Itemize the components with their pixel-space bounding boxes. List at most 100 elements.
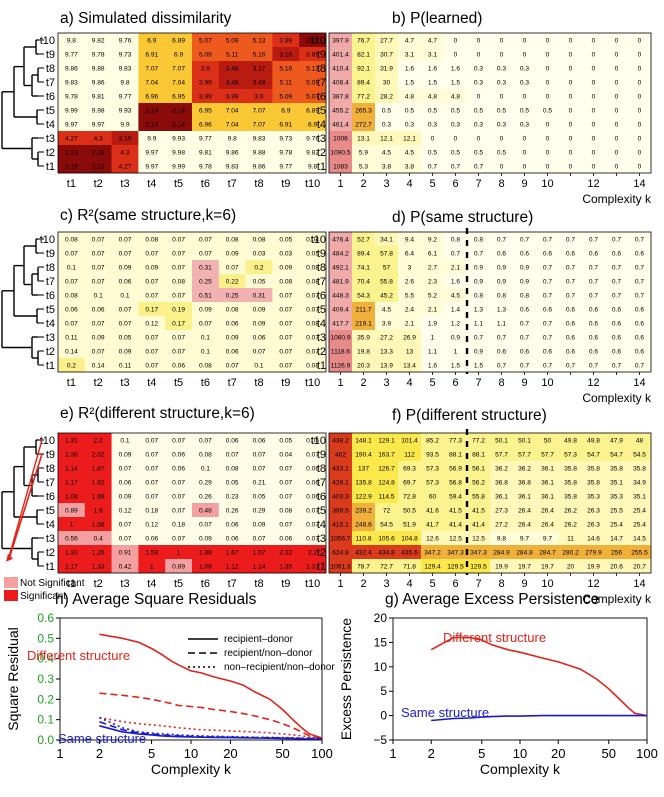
heat-cell bbox=[421, 433, 445, 448]
heat-cell-value: 0.5 bbox=[428, 107, 437, 114]
heat-cell-value: 0.06 bbox=[172, 451, 185, 458]
heat-cell-value: 0 bbox=[523, 93, 527, 100]
heat-cell bbox=[272, 302, 300, 317]
heat-cell bbox=[628, 145, 652, 160]
heat-cell bbox=[245, 33, 273, 48]
heat-cell-value: 0.07 bbox=[145, 292, 158, 299]
heat-cell-value: 0.07 bbox=[199, 250, 212, 257]
heat-cell bbox=[111, 288, 139, 303]
heat-cell bbox=[559, 47, 583, 62]
heat-cell bbox=[84, 517, 112, 532]
heat-cell bbox=[218, 89, 246, 104]
heat-cell-value: 0.08 bbox=[279, 507, 292, 514]
heat-cell-value: 2.14 bbox=[145, 121, 158, 128]
heat-cell-value: 9.8 bbox=[497, 535, 506, 542]
heat-cell-value: 4.3 bbox=[94, 135, 103, 142]
heat-cell bbox=[138, 103, 166, 118]
heat-cell-value: 0.07 bbox=[306, 334, 319, 341]
heat-cell bbox=[329, 559, 353, 574]
heat-cell-value: 0.09 bbox=[119, 348, 132, 355]
heat-cell-value: 0.9 bbox=[520, 264, 529, 271]
heat-cell bbox=[165, 232, 193, 247]
y-tick-label: 0 bbox=[380, 709, 387, 723]
x-axis-label: Complexity k bbox=[582, 391, 652, 405]
heat-cell-value: 0.05 bbox=[226, 479, 239, 486]
heat-cell bbox=[421, 302, 445, 317]
heat-cell-value: 9.78 bbox=[65, 93, 78, 100]
heat-cell-value: 255.5 bbox=[631, 549, 648, 556]
heat-cell-value: 239.2 bbox=[355, 507, 372, 514]
heat-cell-value: 0.17 bbox=[145, 306, 158, 313]
heat-cell bbox=[490, 344, 514, 359]
heat-cell-value: 7.07 bbox=[253, 121, 266, 128]
heat-cell-value: 0 bbox=[569, 149, 573, 156]
heat-cell-value: 1 bbox=[177, 549, 181, 556]
heat-cell bbox=[58, 475, 86, 490]
heat-cell bbox=[299, 316, 327, 331]
heat-cell-value: 0 bbox=[546, 93, 550, 100]
heat-cell-value: 0.07 bbox=[253, 465, 266, 472]
heat-cell bbox=[165, 559, 193, 574]
heat-cell-value: 0.07 bbox=[172, 437, 185, 444]
heat-cell bbox=[192, 531, 220, 546]
col-label-t6: t6 bbox=[201, 178, 210, 190]
heat-cell-value: 36.1 bbox=[541, 479, 554, 486]
heat-cell bbox=[375, 103, 399, 118]
heat-cell bbox=[444, 531, 468, 546]
col-label-t4: t4 bbox=[147, 578, 156, 590]
heat-cell-value: 69.7 bbox=[403, 479, 416, 486]
heat-cell-value: 4.5 bbox=[382, 149, 391, 156]
heat-cell-value: 0.09 bbox=[92, 334, 105, 341]
heat-cell-value: 0 bbox=[546, 37, 550, 44]
heat-cell-value: 4.7 bbox=[405, 37, 414, 44]
heat-cell bbox=[272, 517, 300, 532]
heat-cell-value: 11 bbox=[567, 535, 574, 542]
heat-cell-value: 0.3 bbox=[474, 79, 483, 86]
heat-cell-value: 1.4 bbox=[451, 306, 460, 313]
heat-cell bbox=[192, 274, 220, 289]
heat-cell bbox=[329, 260, 353, 275]
heat-cell bbox=[245, 517, 273, 532]
heat-cell bbox=[84, 61, 112, 76]
heat-cell-value: 9.99 bbox=[65, 107, 78, 114]
heat-cell-value: 5.09 bbox=[226, 37, 239, 44]
heat-cell-value: 9.83 bbox=[65, 79, 78, 86]
heat-cell bbox=[536, 489, 560, 504]
heat-cell-value: 1.08 bbox=[65, 493, 78, 500]
row-label-t10: t10 bbox=[40, 435, 55, 447]
heat-cell bbox=[138, 61, 166, 76]
heat-cell-value: 0.1 bbox=[120, 437, 129, 444]
heat-cell bbox=[111, 330, 139, 345]
heat-cell bbox=[536, 330, 560, 345]
legend-not-significant-label: Not Significant bbox=[20, 578, 85, 589]
heat-cell bbox=[218, 447, 246, 462]
heat-cell-value: 6.4 bbox=[405, 250, 414, 257]
heat-cell-value: 137 bbox=[358, 465, 369, 472]
heat-cell-value: 1.3 bbox=[497, 306, 506, 313]
heat-cell-value: 0 bbox=[638, 51, 642, 58]
heat-cell bbox=[375, 33, 399, 48]
heat-cell-value: 0.1 bbox=[120, 292, 129, 299]
heat-cell-value: 0.3 bbox=[497, 121, 506, 128]
heat-cell-value: 1 bbox=[431, 334, 435, 341]
row-label-t3: t3 bbox=[46, 133, 55, 145]
heat-cell bbox=[467, 475, 491, 490]
heat-cell-value: 9.86 bbox=[226, 149, 239, 156]
heat-cell-value: 0.07 bbox=[306, 306, 319, 313]
heat-cell bbox=[605, 517, 629, 532]
heat-cell-value: 0.7 bbox=[589, 362, 598, 369]
heat-cell bbox=[559, 302, 583, 317]
heat-cell-value: 397.9 bbox=[332, 37, 349, 44]
heat-cell bbox=[329, 274, 353, 289]
heat-cell-value: 1118.6 bbox=[331, 348, 351, 355]
heat-cell-value: 1.88 bbox=[92, 493, 105, 500]
heat-cell-value: 1.14 bbox=[65, 465, 78, 472]
heat-cell-value: 3.1 bbox=[428, 51, 437, 58]
heat-cell bbox=[138, 145, 166, 160]
heat-cell-value: 0.06 bbox=[92, 306, 105, 313]
heat-cell-value: 26.4 bbox=[518, 521, 531, 528]
heat-cell-value: 0.09 bbox=[119, 493, 132, 500]
heat-cell-value: 9.99 bbox=[172, 163, 185, 170]
heat-cell-value: 0.05 bbox=[306, 250, 319, 257]
heat-cell bbox=[559, 447, 583, 462]
